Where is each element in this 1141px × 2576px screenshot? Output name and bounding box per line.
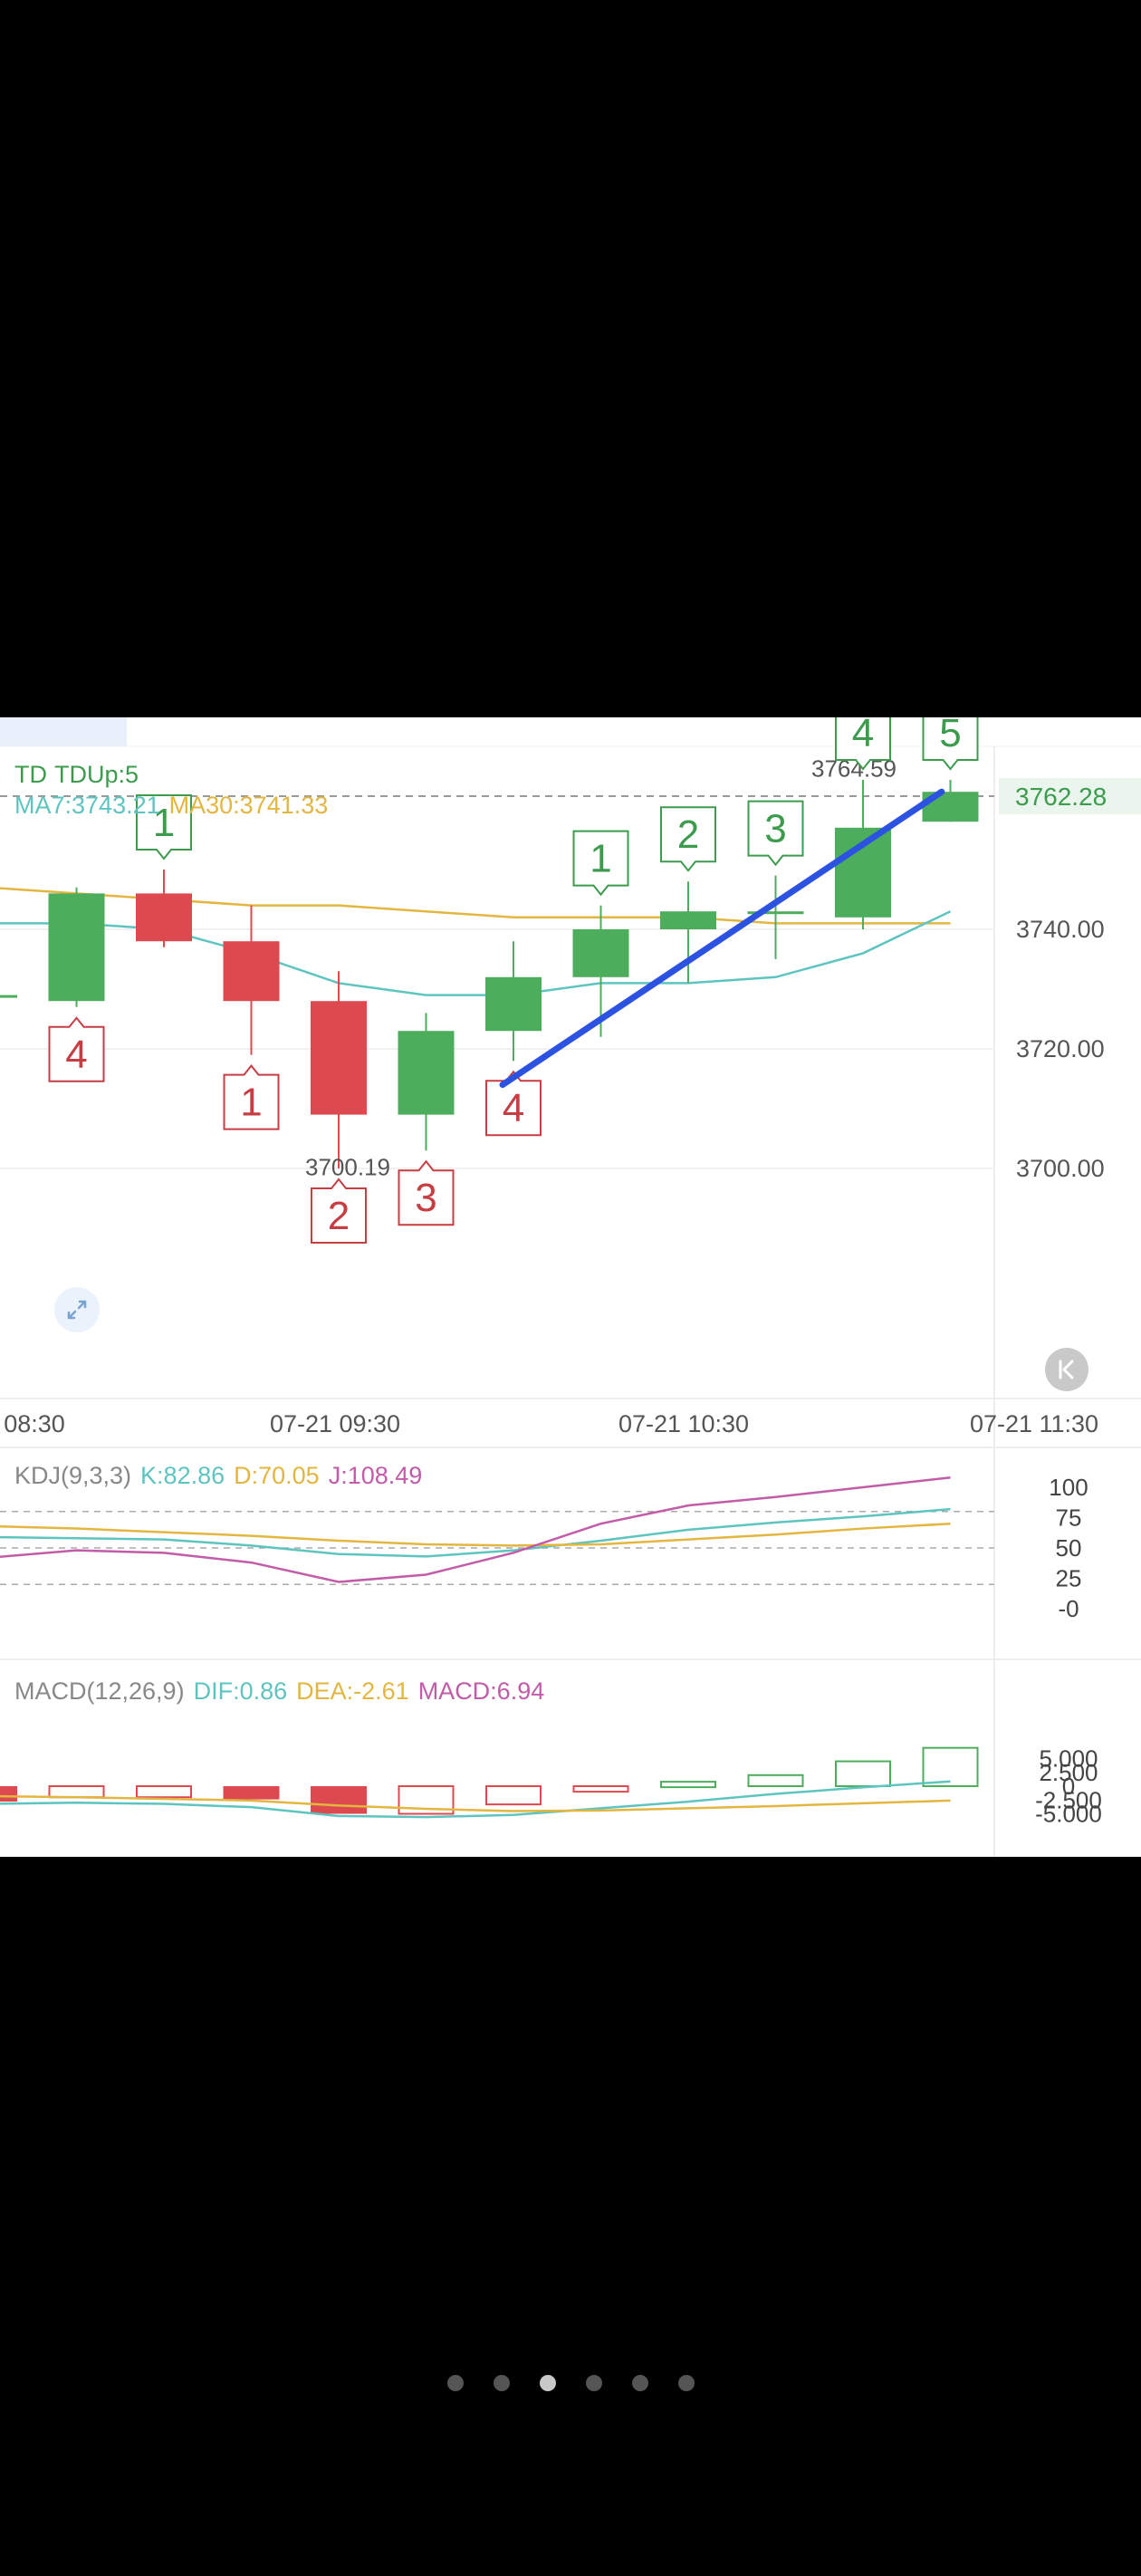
kdj-y-tick: -0 xyxy=(1058,1595,1079,1622)
td-label-number: 4 xyxy=(852,717,874,755)
price-tag-label: 3762.28 xyxy=(1015,783,1107,811)
td-label-number: 1 xyxy=(240,1081,262,1125)
candle-body xyxy=(48,893,105,1002)
kdj-j-line xyxy=(0,1476,951,1583)
jump-to-latest-button[interactable] xyxy=(1045,1348,1088,1391)
kdj-j: J:108.49 xyxy=(328,1462,423,1489)
candle-body xyxy=(0,995,17,998)
td-label-box xyxy=(136,794,192,860)
x-tick-label: 07-21 10:30 xyxy=(618,1410,749,1437)
candle-body xyxy=(398,1031,455,1115)
td-label-number: 3 xyxy=(764,807,786,851)
macd-y-tick: 5.000 xyxy=(1039,1745,1098,1773)
macd-bar xyxy=(223,1786,280,1800)
macd-dea-line xyxy=(0,1794,951,1812)
td-label-box xyxy=(572,830,629,897)
macd-y-tick: -5.000 xyxy=(1035,1801,1102,1828)
chart-canvas[interactable]: 3700.00 3720.00 3740.00 08:30 07-21 09:30 07-… xyxy=(0,717,1141,1857)
candle-body xyxy=(223,941,280,1002)
ma-legend: MA7:3743.21 MA30:3741.33 xyxy=(14,792,337,820)
macd-y-tick: -2.500 xyxy=(1035,1786,1102,1813)
candle-body xyxy=(136,893,192,942)
macd-legend: MACD(12,26,9) DIF:0.86 DEA:-2.61 MACD:6.94 xyxy=(14,1677,553,1706)
macd-bar xyxy=(48,1785,105,1799)
macd-bar xyxy=(922,1746,979,1788)
x-tick-label: 08:30 xyxy=(4,1410,65,1437)
min-price-label: 3700.19 xyxy=(305,1154,390,1181)
kdj-k: K:82.86 xyxy=(140,1462,225,1489)
macd-title: MACD(12,26,9) xyxy=(14,1677,185,1705)
trend-line xyxy=(499,788,945,1089)
td-title: TD xyxy=(14,761,47,788)
x-tick-label: 07-21 09:30 xyxy=(270,1410,400,1437)
y-tick-label: 3720.00 xyxy=(1016,1035,1105,1062)
ma7-label: MA7:3743.21 xyxy=(14,792,160,819)
macd-bar xyxy=(485,1785,542,1806)
expand-arrows-icon xyxy=(67,1300,87,1320)
y-tick-label: 3740.00 xyxy=(1016,916,1105,943)
kdj-k-line xyxy=(0,1507,951,1558)
candle-body xyxy=(747,911,804,915)
expand-button[interactable] xyxy=(54,1287,100,1332)
macd-dea: DEA:-2.61 xyxy=(296,1677,409,1705)
td-label-box xyxy=(311,1177,367,1244)
td-label-box xyxy=(223,1063,280,1130)
td-value: TDUp:5 xyxy=(54,761,139,788)
td-label-number: 5 xyxy=(939,717,961,755)
page-dot[interactable] xyxy=(493,2375,510,2391)
macd-bar xyxy=(660,1781,716,1789)
candle-body xyxy=(485,976,542,1032)
td-label-number: 4 xyxy=(503,1086,524,1130)
x-tick-label: 07-21 11:30 xyxy=(970,1410,1098,1437)
td-legend: TD TDUp:5 xyxy=(14,761,148,789)
td-label-box xyxy=(747,800,804,867)
kdj-legend: KDJ(9,3,3) K:82.86 D:70.05 J:108.49 xyxy=(14,1462,431,1490)
kdj-d: D:70.05 xyxy=(234,1462,320,1489)
td-label-box xyxy=(660,806,716,872)
page-dot[interactable] xyxy=(585,2375,602,2391)
kdj-y-tick: 75 xyxy=(1056,1504,1082,1532)
page-indicator xyxy=(0,2375,1141,2397)
macd-bar xyxy=(136,1785,192,1799)
td-label-number: 2 xyxy=(677,812,699,857)
chart-panel: 3700.00 3720.00 3740.00 08:30 07-21 09:30 07-… xyxy=(0,717,1141,1857)
macd-y-tick: 2.500 xyxy=(1039,1759,1098,1786)
page-dot[interactable] xyxy=(539,2375,556,2391)
page-dot[interactable] xyxy=(677,2375,695,2391)
kdj-y-tick: 50 xyxy=(1056,1534,1082,1562)
macd-bar xyxy=(311,1786,367,1814)
td-label-box xyxy=(835,717,891,771)
td-label-number: 4 xyxy=(65,1033,87,1077)
td-label-number: 2 xyxy=(328,1194,350,1238)
macd-bar xyxy=(0,1786,17,1802)
page-dot[interactable] xyxy=(631,2375,648,2391)
macd-y-tick: 0 xyxy=(1062,1773,1075,1800)
td-label-box xyxy=(922,717,979,771)
macd-bar xyxy=(747,1773,804,1788)
macd-bar xyxy=(398,1785,455,1815)
td-label-box xyxy=(48,1016,105,1082)
jump-to-latest-icon xyxy=(1059,1360,1074,1379)
tab-indicator xyxy=(0,717,127,746)
kdj-title: KDJ(9,3,3) xyxy=(14,1462,132,1489)
macd-value: MACD:6.94 xyxy=(417,1677,545,1705)
macd-bar xyxy=(572,1785,629,1793)
td-label-box xyxy=(398,1159,455,1226)
candle-body xyxy=(572,929,629,977)
kdj-y-tick: 25 xyxy=(1056,1565,1082,1592)
candle-body xyxy=(660,911,716,929)
macd-dif: DIF:0.86 xyxy=(193,1677,288,1705)
macd-bar xyxy=(835,1760,891,1788)
candle-body xyxy=(311,1001,367,1115)
td-label-number: 1 xyxy=(590,837,611,881)
td-label-number: 3 xyxy=(415,1176,436,1220)
page-dot[interactable] xyxy=(446,2375,464,2391)
td-label-number: 1 xyxy=(153,801,175,845)
kdj-y-tick: 100 xyxy=(1049,1474,1088,1501)
y-tick-label: 3700.00 xyxy=(1016,1155,1105,1182)
price-tag-bg xyxy=(999,777,1141,814)
ma30-label: MA30:3741.33 xyxy=(168,792,329,819)
macd-dif-line xyxy=(0,1780,951,1819)
kdj-d-line xyxy=(0,1522,951,1547)
